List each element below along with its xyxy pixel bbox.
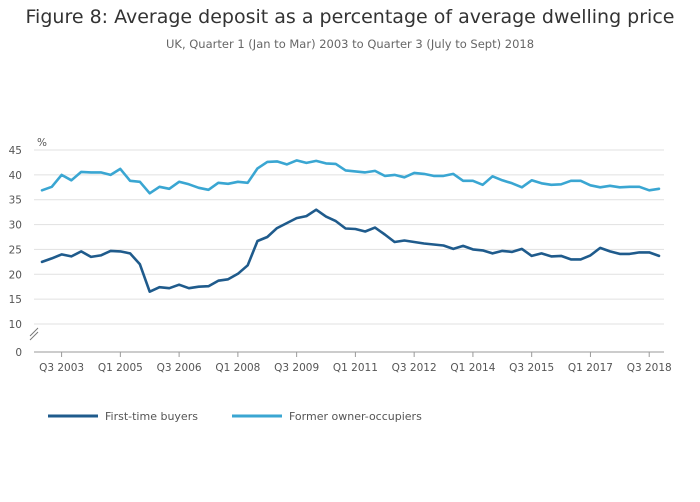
x-tick-label: Q3 2012 — [392, 362, 437, 374]
y-tick-label: 40 — [9, 170, 22, 182]
legend-item-former-owner-occupiers[interactable]: Former owner-occupiers — [232, 410, 422, 423]
x-tick-label: Q3 2003 — [39, 362, 84, 374]
legend-label: First-time buyers — [105, 410, 198, 423]
y-tick-label: 15 — [9, 294, 22, 306]
axis-break-mark — [29, 327, 39, 337]
x-tick-label: Q1 2017 — [568, 362, 613, 374]
series-line-first-time-buyers — [40, 208, 661, 294]
y-tick-label: 10 — [9, 319, 22, 331]
legend-item-first-time-buyers[interactable]: First-time buyers — [48, 410, 198, 423]
y-axis-label: % — [37, 137, 47, 149]
y-axis: 0 10 15 20 25 30 35 40 45% — [9, 137, 47, 359]
y-tick-label: 20 — [9, 269, 22, 281]
axis-break-mark — [29, 331, 39, 341]
chart-title: Figure 8: Average deposit as a percentag… — [25, 6, 675, 28]
x-tick-label: Q1 2011 — [333, 362, 378, 374]
y-tick-label: 25 — [9, 244, 22, 256]
x-tick-label: Q3 2006 — [157, 362, 202, 374]
x-tick-label: Q3 2015 — [509, 362, 554, 374]
legend-label: Former owner-occupiers — [289, 410, 422, 423]
x-axis: Q3 2003 Q1 2005 Q3 2006 Q1 2008 Q3 2009 Q1 20… — [34, 351, 672, 374]
series-line-former-owner-occupiers — [40, 159, 661, 195]
y-tick-label: 30 — [9, 220, 22, 232]
chart-subtitle: UK, Quarter 1 (Jan to Mar) 2003 to Quart… — [165, 37, 535, 51]
x-tick-label: Q3 2018 — [627, 362, 672, 374]
x-tick-label: Q1 2005 — [98, 362, 143, 374]
x-tick-label: Q1 2014 — [450, 362, 495, 374]
y-tick-label: 0 — [15, 347, 22, 359]
legend[interactable]: First-time buyers Former owner-occupiers — [48, 410, 422, 423]
series-lines — [40, 159, 661, 294]
gridlines — [34, 149, 664, 325]
x-tick-label: Q3 2009 — [274, 362, 319, 374]
y-tick-label: 45 — [9, 145, 22, 157]
y-tick-label: 35 — [9, 195, 22, 207]
x-tick-label: Q1 2008 — [215, 362, 260, 374]
